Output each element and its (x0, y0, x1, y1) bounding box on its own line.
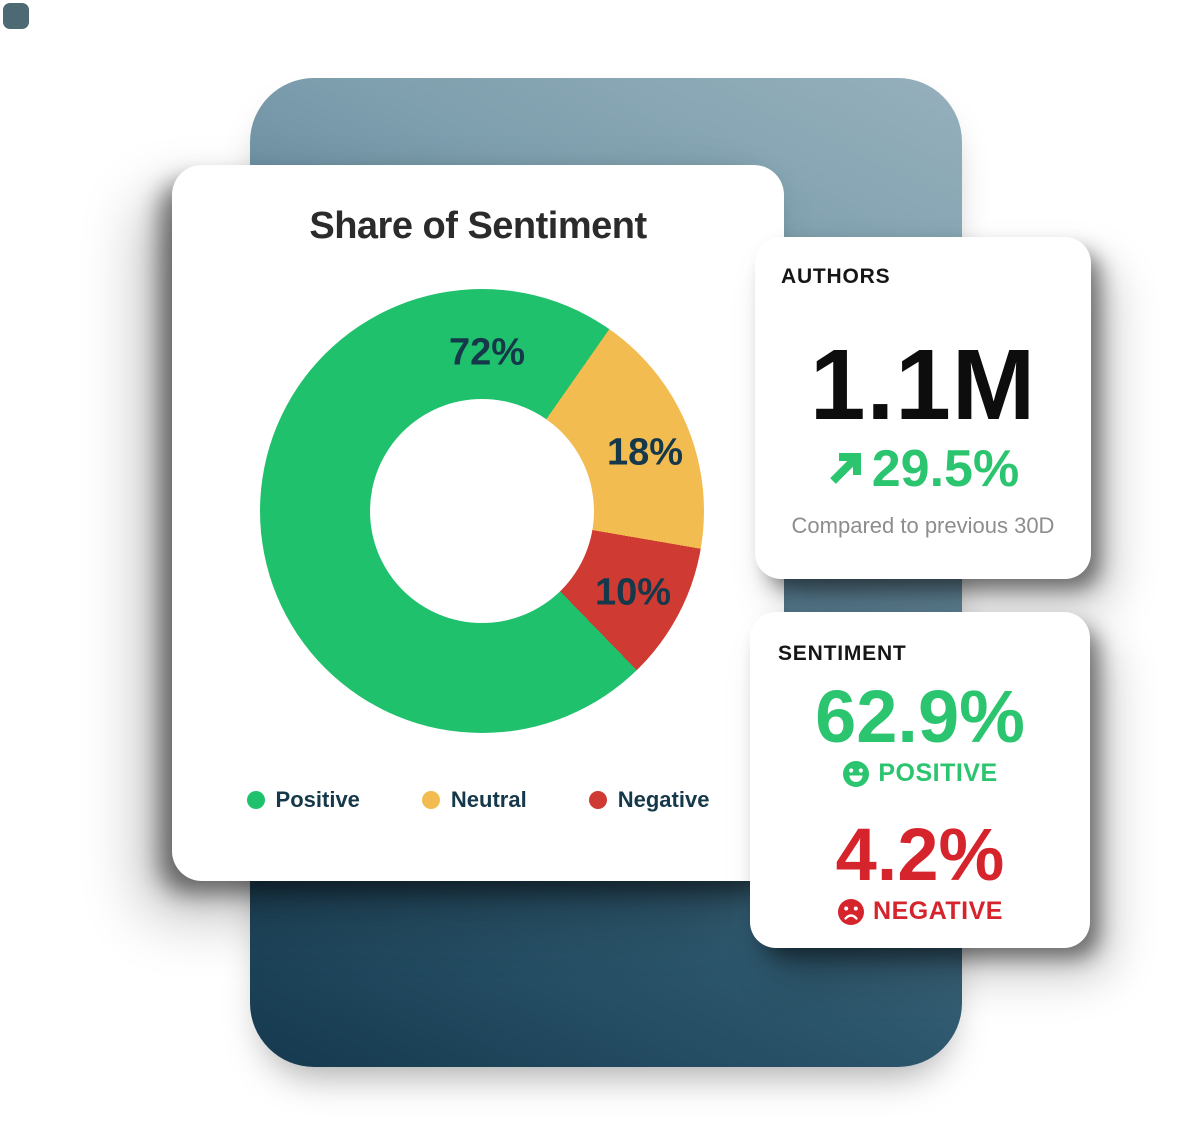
donut-hole (370, 399, 594, 623)
positive-dot-icon (246, 791, 265, 809)
negative-dot-icon (588, 791, 607, 809)
authors-compare-note: Compared to previous 30D (791, 513, 1055, 538)
donut-chart: 72% 18% 10% (260, 289, 704, 733)
chart-title: Share of Sentiment (309, 205, 647, 247)
slice-label-positive: 72% (448, 331, 526, 374)
chart-legend: Positive Neutral Negative (172, 787, 784, 813)
legend-item-positive: Positive (246, 787, 360, 813)
sentiment-positive-group: 62.9% POSITIVE (778, 680, 1062, 788)
sentiment-negative-row: NEGATIVE (778, 897, 1062, 926)
sentiment-card-header: SENTIMENT (778, 642, 907, 665)
sentiment-positive-label: POSITIVE (878, 759, 998, 787)
corner-chip-decoration (3, 3, 29, 29)
sentiment-negative-group: 4.2% NEGATIVE (778, 818, 1062, 926)
legend-label-neutral: Neutral (450, 787, 527, 812)
authors-value: 1.1M (809, 329, 1037, 441)
legend-label-negative: Negative (617, 787, 710, 812)
share-of-sentiment-card: Share of Sentiment 72% 18% 10% Positive … (172, 165, 784, 881)
slice-label-negative: 10% (594, 571, 672, 614)
slice-label-neutral: 18% (606, 431, 684, 474)
legend-label-positive: Positive (275, 787, 360, 812)
legend-item-negative: Negative (588, 787, 710, 813)
sentiment-kpi-card: SENTIMENT 62.9% POSITIVE 4.2% (750, 612, 1090, 948)
sentiment-positive-value: 62.9% (815, 675, 1025, 758)
sentiment-negative-value: 4.2% (835, 813, 1005, 896)
sentiment-positive-row: POSITIVE (778, 759, 1062, 788)
arrow-up-right-icon (829, 453, 861, 484)
authors-delta-value: 29.5% (871, 440, 1020, 498)
authors-card-header: AUTHORS (781, 265, 891, 288)
sentiment-negative-label: NEGATIVE (873, 897, 1003, 925)
legend-item-neutral: Neutral (421, 787, 527, 813)
frown-face-icon (838, 898, 865, 925)
neutral-dot-icon (421, 791, 440, 809)
authors-delta-row: 29.5% (781, 439, 1065, 499)
smiley-face-icon (843, 760, 870, 787)
authors-kpi-card: AUTHORS 1.1M 29.5% Compared to previous … (755, 237, 1091, 579)
